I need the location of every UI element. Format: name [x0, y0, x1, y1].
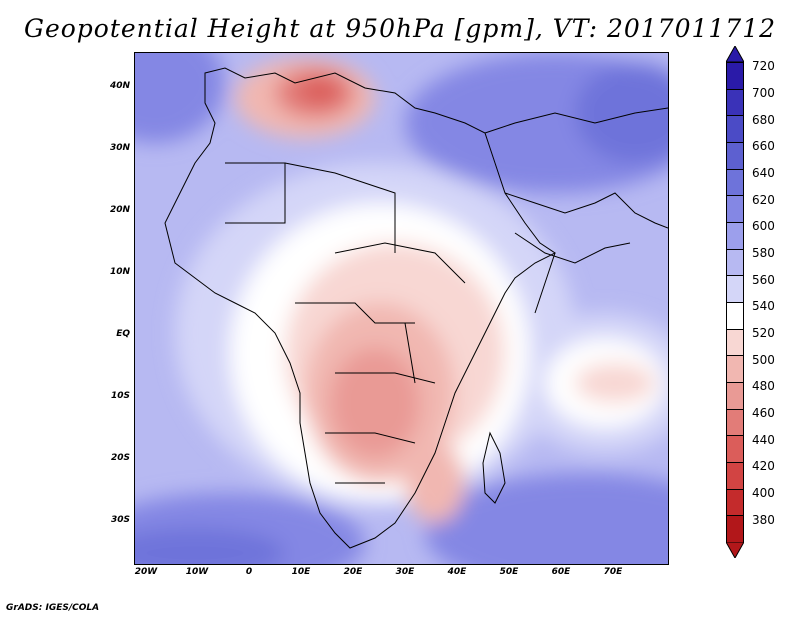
colorbar-swatch	[726, 275, 744, 303]
colorbar-label: 640	[752, 166, 775, 180]
colorbar-swatch	[726, 515, 744, 543]
colorbar-swatch	[726, 488, 744, 517]
colorbar-label: 520	[752, 326, 775, 340]
colorbar-bottom-arrow	[726, 542, 744, 558]
colorbar-label: 580	[752, 246, 775, 260]
lat-label-20s: 20S	[110, 453, 130, 463]
lon-label-10e: 10E	[291, 567, 311, 577]
chart-title: Geopotential Height at 950hPa [gpm], VT:…	[23, 14, 777, 43]
colorbar-label: 380	[752, 512, 775, 527]
colorbar-label: 600	[752, 219, 775, 234]
colorbar-label: 420	[752, 459, 775, 474]
colorbar-label: 620	[752, 192, 775, 207]
border-6	[325, 432, 416, 444]
horn-border	[534, 252, 556, 314]
colorbar-swatch	[726, 248, 744, 277]
lat-label-30s: 30S	[110, 515, 130, 525]
colorbar-swatch	[726, 355, 744, 383]
lon-label-10w: 10W	[185, 567, 209, 577]
arabian-sea-coast	[514, 232, 631, 264]
colorbar-swatch	[726, 115, 744, 143]
lat-label-20n: 20N	[109, 205, 130, 215]
colorbar-label: 400	[752, 486, 775, 500]
colorbar-swatch	[726, 462, 744, 490]
lon-label-40e: 40E	[447, 567, 467, 577]
colorbar-label: 460	[752, 406, 775, 420]
colorbar-label: 560	[752, 272, 775, 287]
colorbar-label: 540	[752, 299, 775, 314]
lon-label-70e: 70E	[603, 567, 623, 577]
colorbar-label: 720	[752, 59, 775, 74]
colorbar-swatch	[726, 168, 744, 197]
border-2	[284, 162, 396, 253]
lon-label-20w: 20W	[134, 567, 158, 577]
lat-label-eq: EQ	[116, 329, 130, 339]
geopotential-map	[135, 53, 668, 564]
colorbar-label: 440	[752, 432, 775, 447]
colorbar-swatch	[726, 302, 744, 330]
madagascar-outline	[482, 431, 506, 504]
colorbar-swatch	[726, 195, 744, 223]
asia-coast	[484, 107, 668, 134]
colorbar-label: 480	[752, 379, 775, 394]
colorbar-swatch	[726, 328, 744, 357]
colorbar-swatch	[726, 88, 744, 117]
border-1	[225, 162, 286, 224]
colorbar-swatch	[726, 222, 744, 250]
colorbar-swatch	[726, 408, 744, 437]
lon-label-30e: 30E	[395, 567, 415, 577]
border-3	[334, 242, 466, 284]
lat-label-30n: 30N	[109, 143, 130, 153]
lon-label-60e: 60E	[551, 567, 571, 577]
border-4	[295, 302, 415, 324]
lat-label-10s: 10S	[110, 391, 130, 401]
coastlines	[164, 67, 668, 549]
map-plot-area	[134, 52, 669, 565]
colorbar-swatch	[726, 142, 744, 170]
colorbar-swatch	[726, 435, 744, 463]
border-5	[335, 372, 436, 384]
colorbar-label: 660	[752, 139, 775, 154]
africa-outline	[164, 67, 556, 549]
lat-label-40n: 40N	[109, 81, 130, 91]
lat-label-10n: 10N	[109, 267, 130, 277]
great-lakes	[404, 322, 416, 384]
colorbar-swatch	[726, 62, 744, 90]
colorbar-label: 500	[752, 352, 775, 367]
lon-label-50e: 50E	[499, 567, 519, 577]
arabia-coast	[504, 192, 668, 229]
colorbar-label: 700	[752, 86, 775, 100]
lon-label-0: 0	[245, 567, 253, 577]
colorbar-label: 680	[752, 112, 775, 127]
colorbar-swatch	[726, 382, 744, 410]
lon-label-20e: 20E	[343, 567, 363, 577]
credit-text: GrADS: IGES/COLA	[6, 603, 100, 613]
colorbar-top-arrow	[726, 46, 744, 62]
